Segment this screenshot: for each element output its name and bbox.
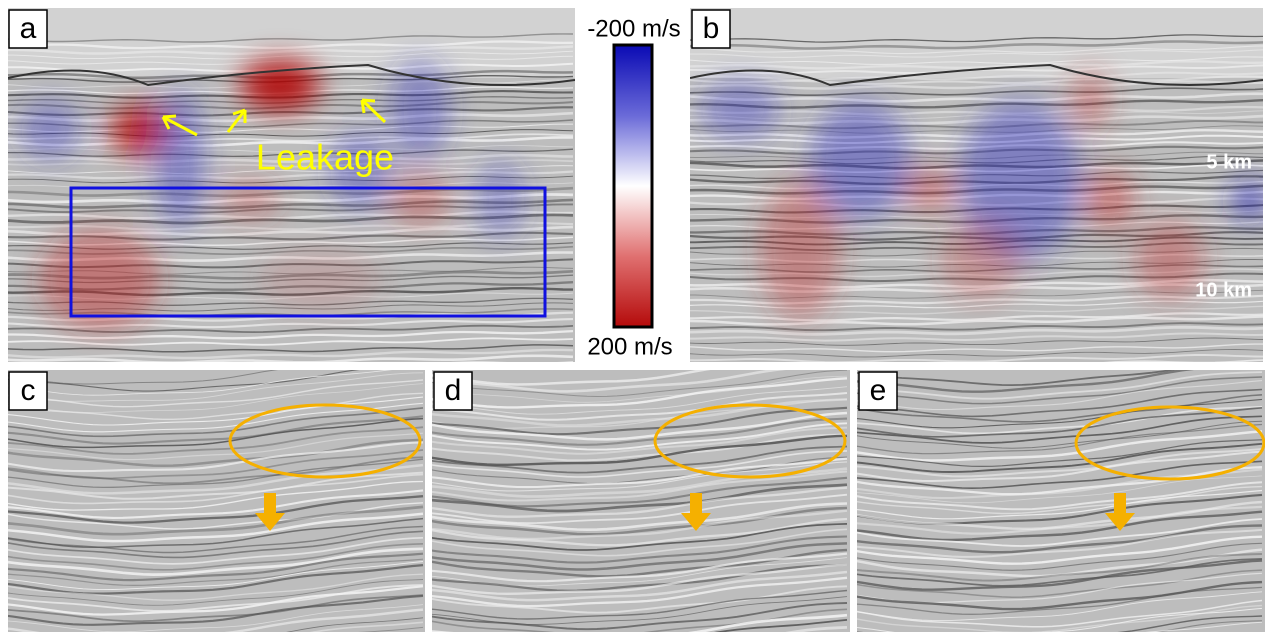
leakage-label: Leakage — [256, 137, 394, 178]
colorbar — [614, 45, 652, 327]
velocity-anomaly — [475, 160, 525, 240]
velocity-anomaly — [940, 220, 1020, 300]
figure: -200 m/s 200 m/s Leakage 5 km 10 km a — [0, 0, 1265, 632]
velocity-anomaly — [20, 100, 80, 160]
velocity-anomaly — [390, 175, 450, 225]
reflector — [3, 362, 573, 369]
velocity-anomaly — [390, 60, 450, 160]
image-panel — [427, 356, 850, 632]
panel-label: a — [20, 12, 37, 45]
velocity-anomaly — [905, 170, 955, 210]
velocity-anomaly — [1085, 170, 1135, 230]
velocity-anomaly — [220, 180, 280, 220]
image-panel — [685, 8, 1265, 375]
depth-label: 10 km — [1195, 279, 1252, 301]
velocity-anomaly — [700, 80, 780, 140]
colorbar-top-label: -200 m/s — [587, 15, 680, 42]
panel-label: c — [21, 374, 36, 407]
velocity-anomaly — [810, 100, 910, 220]
velocity-anomaly — [260, 250, 380, 310]
image-panel — [3, 355, 425, 632]
panel-label: e — [870, 374, 887, 407]
velocity-anomaly — [1070, 70, 1110, 130]
panel-label: d — [445, 374, 462, 407]
panel-label: b — [703, 12, 720, 45]
image-panel — [852, 358, 1265, 632]
colorbar-bottom-label: 200 m/s — [587, 333, 672, 360]
depth-label: 5 km — [1206, 151, 1252, 173]
image-panel — [3, 8, 575, 374]
velocity-anomaly — [155, 90, 205, 230]
